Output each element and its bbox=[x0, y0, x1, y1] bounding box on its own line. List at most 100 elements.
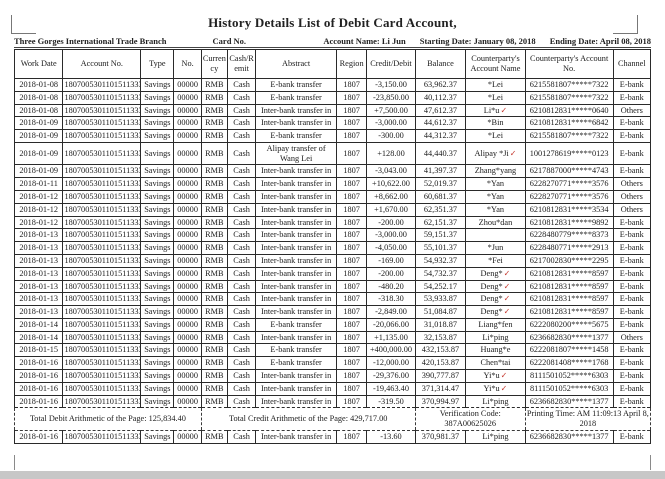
cell-no-: 00000 bbox=[173, 317, 202, 332]
cell-abstract: Inter-bank transfer in bbox=[255, 253, 337, 268]
cell-balance: 370,981.37 bbox=[414, 429, 467, 444]
cell-work-date: 2018-01-13 bbox=[13, 253, 64, 268]
cell-no-: 00000 bbox=[173, 90, 202, 105]
red-check-icon: ✓ bbox=[503, 294, 511, 304]
cell-channel: Others bbox=[612, 190, 652, 204]
cell-type: Savings bbox=[140, 266, 175, 281]
transaction-row: 2018-01-15 1807005301101511333 Savings 0000… bbox=[13, 343, 652, 358]
cell-credit-debit: +400,000.00 bbox=[366, 343, 416, 358]
cell-counterparty-s-account-name: Li*ping bbox=[465, 330, 526, 345]
cell-account-no-: 1807005301101511333 bbox=[62, 241, 142, 255]
cell-counterparty-s-account-no-: 6222080200*****5675 bbox=[524, 317, 614, 332]
cell-counterparty-s-account-no-: 6215581807*****7322 bbox=[524, 78, 614, 92]
transaction-row: 2018-01-08 1807005301101511333 Savings 0000… bbox=[13, 78, 652, 92]
card-no-label: Card No. bbox=[212, 36, 247, 46]
cell-account-no-: 1807005301101511333 bbox=[62, 164, 142, 179]
cell-credit-debit: +10,622.00 bbox=[366, 177, 416, 192]
cell-counterparty-s-account-no-: 6215581807*****7322 bbox=[524, 129, 614, 143]
cell-account-no-: 1807005301101511333 bbox=[62, 190, 142, 204]
transaction-row: 2018-01-08 1807005301101511333 Savings 0000… bbox=[13, 103, 652, 118]
cell-currency: RMB bbox=[200, 356, 228, 370]
transaction-row: 2018-01-16 1807005301101511333 Savings 0000… bbox=[13, 429, 652, 444]
cell-counterparty-s-account-name: Yi*u✓ bbox=[465, 368, 526, 383]
cell-no-: 00000 bbox=[173, 116, 202, 131]
cell-balance: 370,994.97 bbox=[414, 394, 467, 409]
cell-account-no-: 1807005301101511333 bbox=[62, 305, 142, 319]
cell-currency: RMB bbox=[200, 241, 228, 255]
cell-region: 1807 bbox=[335, 215, 368, 230]
cell-abstract: E-bank transfer bbox=[255, 356, 337, 370]
cell-cash-remit: Cash bbox=[226, 141, 257, 166]
cell-balance: 44,312.37 bbox=[414, 129, 467, 143]
cell-counterparty-s-account-name bbox=[465, 228, 526, 243]
cell-credit-debit: -4,050.00 bbox=[366, 241, 416, 255]
cell-region: 1807 bbox=[335, 266, 368, 281]
cell-currency: RMB bbox=[200, 343, 228, 358]
cell-credit-debit: -3,043.00 bbox=[366, 164, 416, 179]
cell-counterparty-s-account-no-: 6210812831*****8597 bbox=[524, 266, 614, 281]
cell-abstract: Inter-bank transfer in bbox=[255, 164, 337, 179]
cell-counterparty-s-account-no-: 6222081408*****1768 bbox=[524, 356, 614, 370]
cell-no-: 00000 bbox=[173, 164, 202, 179]
cell-account-no-: 1807005301101511333 bbox=[62, 90, 142, 105]
cell-work-date: 2018-01-13 bbox=[13, 279, 64, 294]
cell-work-date: 2018-01-09 bbox=[13, 129, 64, 143]
cell-abstract: Inter-bank transfer in bbox=[255, 305, 337, 319]
transaction-row: 2018-01-09 1807005301101511333 Savings 0000… bbox=[13, 116, 652, 131]
page-frame-right-line bbox=[650, 455, 651, 470]
cell-counterparty-s-account-no-: 6210812831*****8597 bbox=[524, 292, 614, 307]
cell-work-date: 2018-01-15 bbox=[13, 343, 64, 358]
cell-abstract: Inter-bank transfer in bbox=[255, 279, 337, 294]
cell-credit-debit: -200.00 bbox=[366, 215, 416, 230]
cell-account-no-: 1807005301101511333 bbox=[62, 343, 142, 358]
red-check-icon: ✓ bbox=[503, 307, 511, 317]
cell-type: Savings bbox=[140, 177, 175, 192]
cell-work-date: 2018-01-12 bbox=[13, 190, 64, 204]
verification-code: Verification Code: 387A00625026 bbox=[414, 407, 526, 431]
cell-no-: 00000 bbox=[173, 330, 202, 345]
cell-work-date: 2018-01-16 bbox=[13, 381, 64, 396]
cell-cash-remit: Cash bbox=[226, 228, 257, 243]
cell-counterparty-s-account-name: Chen*tai bbox=[465, 356, 526, 370]
cell-type: Savings bbox=[140, 141, 175, 166]
cell-abstract: Inter-bank transfer in bbox=[255, 103, 337, 118]
cell-type: Savings bbox=[140, 394, 175, 409]
cell-currency: RMB bbox=[200, 330, 228, 345]
cell-credit-debit: +1,135.00 bbox=[366, 330, 416, 345]
column-header-type: Type bbox=[140, 49, 175, 79]
transaction-row: 2018-01-16 1807005301101511333 Savings 0000… bbox=[13, 381, 652, 396]
total-credit: Total Credit Arithmetic of the Page: 429… bbox=[200, 407, 416, 431]
previous-page-corner-mark-right bbox=[613, 15, 638, 34]
column-header-no-: No. bbox=[173, 49, 202, 79]
table-header-row: Work Date Account No. Type No. Currency Cash/… bbox=[13, 49, 652, 79]
totals-row: Total Debit Arithmetic of the Page: 125,… bbox=[14, 407, 652, 431]
cell-type: Savings bbox=[140, 164, 175, 179]
table-body: 2018-01-08 1807005301101511333 Savings 0000… bbox=[13, 78, 652, 444]
cell-work-date: 2018-01-16 bbox=[13, 394, 64, 409]
cell-no-: 00000 bbox=[173, 429, 202, 444]
cell-balance: 390,777.87 bbox=[414, 368, 467, 383]
cell-abstract: Inter-bank transfer in bbox=[255, 177, 337, 192]
cell-credit-debit: +8,662.00 bbox=[366, 190, 416, 204]
cell-type: Savings bbox=[140, 190, 175, 204]
cell-account-no-: 1807005301101511333 bbox=[62, 317, 142, 332]
cell-region: 1807 bbox=[335, 305, 368, 319]
cell-balance: 62,151.37 bbox=[414, 215, 467, 230]
cell-currency: RMB bbox=[200, 141, 228, 166]
cell-cash-remit: Cash bbox=[226, 164, 257, 179]
cell-no-: 00000 bbox=[173, 202, 202, 217]
cell-cash-remit: Cash bbox=[226, 90, 257, 105]
cell-type: Savings bbox=[140, 317, 175, 332]
cell-channel: E-bank bbox=[612, 368, 652, 383]
cell-currency: RMB bbox=[200, 253, 228, 268]
cell-abstract: Alipay transfer of Wang Lei bbox=[255, 141, 337, 166]
cell-credit-debit: -169.00 bbox=[366, 253, 416, 268]
transaction-row: 2018-01-13 1807005301101511333 Savings 0000… bbox=[13, 279, 652, 294]
cell-cash-remit: Cash bbox=[226, 215, 257, 230]
cell-credit-debit: -19,463.40 bbox=[366, 381, 416, 396]
cell-credit-debit: -2,849.00 bbox=[366, 305, 416, 319]
cell-abstract: Inter-bank transfer in bbox=[255, 429, 337, 444]
cell-cash-remit: Cash bbox=[226, 103, 257, 118]
cell-account-no-: 1807005301101511333 bbox=[62, 330, 142, 345]
cell-counterparty-s-account-no-: 6210812831*****8597 bbox=[524, 305, 614, 319]
